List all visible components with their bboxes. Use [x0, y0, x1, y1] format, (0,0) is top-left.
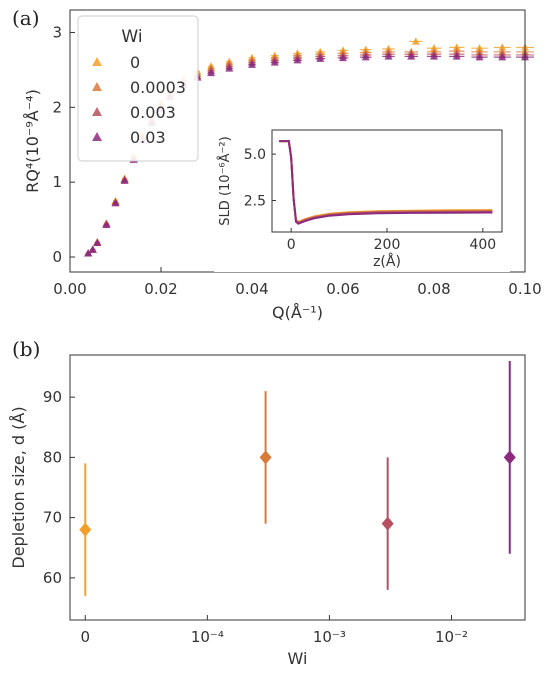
- inset-x-tick-label: 400: [469, 237, 496, 253]
- data-point: [259, 391, 272, 524]
- data-point: [498, 43, 507, 51]
- data-point: [361, 53, 370, 61]
- x-tick-label: 10⁻²: [435, 628, 468, 646]
- x-axis-label: Wi: [288, 649, 308, 668]
- data-point: [475, 53, 484, 61]
- legend-label: 0: [130, 53, 140, 72]
- data-point: [339, 53, 347, 62]
- data-point: [111, 199, 120, 207]
- legend-label: 0.003: [130, 103, 176, 122]
- diamond-marker: [381, 516, 394, 531]
- y-tick-label: 80: [43, 448, 62, 466]
- data-point: [316, 54, 325, 62]
- data-point: [270, 58, 279, 66]
- inset-y-tick-label: 5.0: [244, 147, 266, 163]
- data-point: [498, 53, 507, 61]
- data-point: [407, 52, 416, 60]
- data-point: [384, 52, 393, 60]
- panel-b-label: (b): [12, 337, 40, 361]
- y-tick-label: 60: [43, 569, 62, 587]
- data-point: [84, 249, 93, 257]
- y-tick-label: 1: [52, 173, 62, 191]
- data-point: [120, 176, 129, 184]
- data-point: [293, 56, 302, 64]
- legend-marker: [92, 132, 102, 141]
- data-point: [207, 68, 216, 77]
- y-axis-label: RQ⁴(10⁻⁹Å⁻⁴): [23, 89, 42, 193]
- data-point: [411, 37, 420, 45]
- x-tick-label: 0.02: [144, 280, 177, 298]
- diamond-marker: [503, 450, 516, 465]
- legend-marker: [92, 107, 102, 116]
- inset-series-line: [279, 140, 493, 225]
- inset-y-axis-label: SLD (10⁻⁶Å⁻²): [217, 136, 233, 225]
- x-tick-label: 10⁻³: [313, 628, 346, 646]
- data-point: [248, 60, 256, 68]
- legend-marker: [92, 57, 102, 66]
- data-point: [225, 64, 234, 72]
- panel-b-plot: 0 10⁻⁴ 10⁻³ 10⁻² 60 70 80 90 Wi Depletion size, d…: [9, 354, 526, 668]
- x-tick-label: 0.04: [235, 280, 268, 298]
- y-tick-label: 90: [43, 388, 62, 406]
- inset-x-axis-label: z(Å): [373, 253, 401, 270]
- y-tick-label: 0: [52, 248, 62, 266]
- x-axis-label: Q(Å⁻¹): [272, 303, 323, 322]
- data-point: [452, 52, 461, 60]
- x-tick-label: 0: [80, 628, 90, 646]
- x-tick-label: 10⁻⁴: [191, 628, 224, 646]
- data-point: [381, 457, 394, 590]
- legend-box: [77, 15, 199, 162]
- diamond-marker: [259, 450, 272, 465]
- y-axis-label: Depletion size, d (Å): [9, 406, 28, 568]
- legend: Wi 0 0.0003 0.003 0.03: [77, 15, 199, 162]
- legend-label: 0.03: [130, 128, 166, 147]
- data-point: [93, 238, 102, 247]
- data-point: [475, 44, 484, 52]
- legend-title: Wi: [121, 27, 142, 47]
- data-point: [79, 463, 92, 596]
- y-tick-label: 3: [52, 23, 62, 41]
- data-point: [503, 361, 516, 554]
- inset-plot: 0 200 400 2.5 5.0 z(Å) SLD (10⁻⁶Å⁻²): [214, 120, 510, 272]
- legend-label: 0.0003: [130, 78, 186, 97]
- x-tick-label: 0.06: [326, 280, 359, 298]
- data-point: [430, 52, 438, 60]
- inset-y-tick-label: 2.5: [244, 193, 266, 209]
- data-point: [452, 43, 461, 51]
- inset-x-tick-label: 0: [287, 237, 296, 253]
- x-tick-label: 0.08: [417, 280, 450, 298]
- x-tick-label: 0.10: [508, 280, 541, 298]
- data-point: [430, 44, 438, 52]
- inset-x-tick-label: 200: [374, 237, 401, 253]
- plot-frame: [69, 354, 526, 621]
- inset-background: [214, 120, 510, 272]
- y-tick-label: 70: [43, 509, 62, 527]
- panel-a-label: (a): [12, 6, 40, 30]
- data-point: [102, 220, 111, 229]
- legend-marker: [92, 82, 102, 91]
- diamond-marker: [79, 522, 92, 537]
- x-tick-label: 0.00: [53, 280, 86, 298]
- y-tick-label: 2: [52, 98, 62, 116]
- data-point: [88, 245, 97, 253]
